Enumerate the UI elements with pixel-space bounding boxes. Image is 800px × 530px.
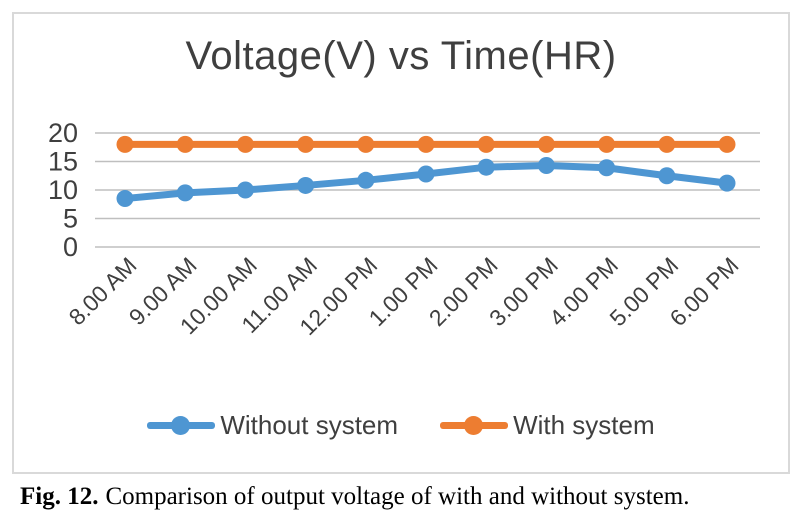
figure-caption-text: Comparison of output voltage of with and…: [105, 483, 690, 510]
data-point-marker: [236, 181, 254, 199]
y-axis-tick-label: 15: [48, 147, 78, 177]
data-point-marker: [598, 135, 616, 153]
chart-title: Voltage(V) vs Time(HR): [185, 34, 617, 78]
data-point-marker: [477, 158, 495, 176]
chart-frame: 0 5 10 15 20 8.00 AM 9.00 AM 10.00 AM 11.00 AM 12…: [12, 12, 790, 474]
data-point-marker: [658, 135, 676, 153]
y-axis-tick-label: 5: [63, 204, 78, 234]
data-point-marker: [718, 135, 736, 153]
legend-item: Without system: [147, 410, 398, 441]
data-point-marker: [598, 159, 616, 177]
data-point-marker: [116, 135, 134, 153]
legend-line-marker-icon: [440, 416, 509, 435]
data-point-marker: [176, 135, 194, 153]
data-point-marker: [417, 165, 435, 183]
data-point-marker: [537, 135, 555, 153]
legend-label: Without system: [220, 410, 399, 440]
figure-caption-label: Fig. 12.: [20, 483, 99, 510]
data-point-marker: [417, 135, 435, 153]
legend-item: With system: [440, 410, 655, 441]
data-point-marker: [297, 135, 315, 153]
figure-caption: Fig. 12. Comparison of output voltage of …: [20, 483, 689, 511]
data-point-marker: [297, 176, 315, 194]
y-axis-tick-label: 0: [63, 232, 78, 262]
data-point-marker: [537, 156, 555, 174]
data-point-marker: [658, 167, 676, 185]
y-axis-tick-label: 10: [48, 175, 78, 205]
data-point-marker: [176, 184, 194, 202]
legend-dot-icon: [464, 416, 484, 435]
legend-line-marker-icon: [147, 416, 216, 435]
data-point-marker: [477, 135, 495, 153]
legend-dot-icon: [171, 416, 191, 435]
legend-label: With system: [513, 410, 655, 440]
data-point-marker: [718, 174, 736, 192]
data-point-marker: [236, 135, 254, 153]
data-point-marker: [357, 171, 375, 189]
chart-legend: Without system With system: [14, 410, 788, 441]
data-point-marker: [116, 190, 134, 208]
y-axis-tick-label: 20: [48, 118, 78, 148]
data-point-marker: [357, 135, 375, 153]
